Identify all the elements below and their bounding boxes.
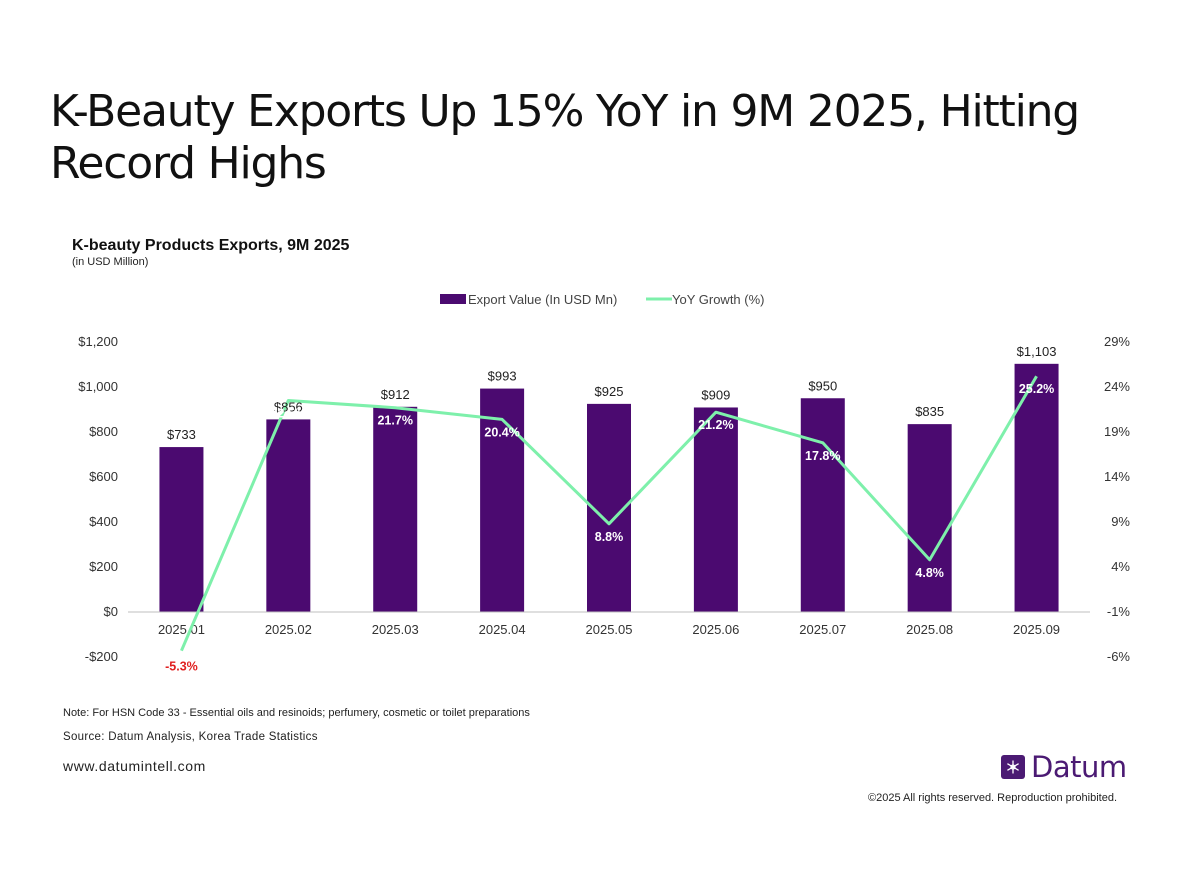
left-tick-label: $1,200: [78, 334, 118, 349]
growth-value-label: 21.2%: [698, 418, 733, 432]
x-tick-label: 2025.01: [158, 622, 205, 637]
bar-value-label: $835: [915, 404, 944, 419]
right-tick-label: 19%: [1104, 424, 1130, 439]
bar-value-label: $950: [808, 378, 837, 393]
bar: [480, 388, 525, 612]
bar-value-label: $993: [488, 369, 517, 384]
growth-value-label: 17.8%: [805, 449, 840, 463]
left-tick-label: $400: [89, 514, 118, 529]
bar-value-label: $925: [595, 384, 624, 399]
bar: [800, 398, 845, 612]
bar: [907, 424, 952, 612]
left-tick-label: $600: [89, 469, 118, 484]
x-tick-label: 2025.02: [265, 622, 312, 637]
legend-bar-label: Export Value (In USD Mn): [468, 292, 617, 307]
bar: [159, 447, 204, 612]
growth-value-label: 8.8%: [595, 530, 624, 544]
bar-value-label: $909: [701, 387, 730, 402]
x-axis: 2025.01 2025.02 2025.03 2025.04 2025.05 2025.…: [128, 611, 1090, 637]
growth-value-label: 21.7%: [377, 414, 412, 428]
line-series: [180, 375, 1038, 652]
x-tick-label: 2025.06: [692, 622, 739, 637]
legend-line-label: YoY Growth (%): [672, 292, 765, 307]
x-tick-label: 2025.08: [906, 622, 953, 637]
datum-logo: Datum: [1001, 750, 1127, 784]
chart-subtitle: (in USD Million): [72, 256, 149, 268]
right-axis: -6% -1% 4% 9% 14% 19% 24% 29%: [1104, 334, 1130, 664]
right-tick-label: -6%: [1107, 649, 1131, 664]
logo-text: Datum: [1031, 750, 1127, 784]
left-tick-label: $1,000: [78, 379, 118, 394]
combo-chart: Export Value (In USD Mn) YoY Growth (%) -…: [78, 292, 1130, 674]
growth-value-label: 4.8%: [915, 566, 944, 580]
bar: [266, 419, 311, 612]
x-tick-label: 2025.04: [479, 622, 526, 637]
right-tick-label: 14%: [1104, 469, 1130, 484]
snowflake-icon: [1001, 755, 1025, 779]
right-tick-label: 9%: [1111, 514, 1130, 529]
left-tick-label: $800: [89, 424, 118, 439]
footnote: Note: For HSN Code 33 - Essential oils a…: [63, 707, 530, 719]
left-axis: -$200 $0 $200 $400 $600 $800 $1,000 $1,200: [78, 334, 118, 664]
website-link[interactable]: www.datumintell.com: [63, 758, 206, 774]
right-tick-label: 24%: [1104, 379, 1130, 394]
bar: [1014, 363, 1059, 612]
right-tick-label: -1%: [1107, 604, 1131, 619]
x-tick-label: 2025.03: [372, 622, 419, 637]
right-tick-label: 29%: [1104, 334, 1130, 349]
growth-value-label: 22.5%: [271, 407, 306, 421]
copyright-text: ©2025 All rights reserved. Reproduction …: [868, 792, 1118, 804]
growth-value-label: 20.4%: [484, 425, 519, 439]
right-tick-label: 4%: [1111, 559, 1130, 574]
growth-value-label: 25.2%: [1019, 382, 1054, 396]
source-text: Source: Datum Analysis, Korea Trade Stat…: [63, 731, 318, 743]
x-tick-label: 2025.09: [1013, 622, 1060, 637]
bar-value-label: $1,103: [1017, 344, 1057, 359]
x-tick-label: 2025.07: [799, 622, 846, 637]
bar: [693, 407, 738, 612]
page-headline: K-Beauty Exports Up 15% YoY in 9M 2025, …: [50, 86, 1080, 189]
bar-value-label: $856: [274, 399, 303, 414]
left-tick-label: -$200: [85, 649, 118, 664]
x-tick-label: 2025.05: [586, 622, 633, 637]
yoy-growth-line: [180, 375, 1038, 652]
legend-bar-swatch: [440, 294, 466, 304]
data-labels: $733 $856 $912 $993 $925 $909 $950 $835 $1,103 -5…: [165, 344, 1056, 674]
left-tick-label: $0: [104, 604, 118, 619]
left-tick-label: $200: [89, 559, 118, 574]
chart-legend: Export Value (In USD Mn) YoY Growth (%): [440, 292, 765, 307]
bar-value-label: $733: [167, 427, 196, 442]
bar-value-label: $912: [381, 387, 410, 402]
growth-value-label: -5.3%: [165, 660, 198, 674]
chart-title: K-beauty Products Exports, 9M 2025: [72, 237, 350, 254]
bar: [373, 406, 418, 612]
